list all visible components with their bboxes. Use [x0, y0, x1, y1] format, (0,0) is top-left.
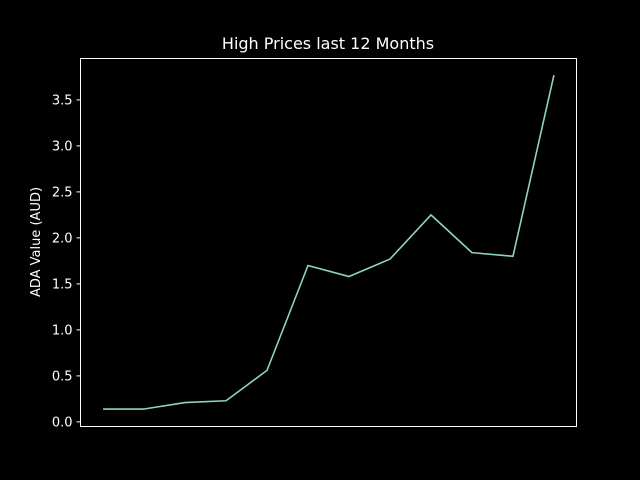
y-tick-label: 3.0	[52, 139, 73, 154]
y-tick-label: 2.0	[52, 231, 73, 246]
y-tick-label: 1.0	[52, 323, 73, 338]
y-tick-label: 2.5	[52, 185, 73, 200]
chart-title: High Prices last 12 Months	[222, 34, 434, 53]
series-line	[103, 74, 555, 410]
y-tick-label: 0.0	[52, 415, 73, 430]
y-tick-label: 3.5	[52, 93, 73, 108]
y-axis: 0.0 0.5 1.0 1.5 2.0 2.5 3.0 3.5	[52, 93, 81, 430]
plot-frame	[80, 58, 577, 427]
y-tick-label: 1.5	[52, 277, 73, 292]
plot-series	[103, 74, 555, 410]
y-axis-label: ADA Value (AUD)	[29, 187, 44, 297]
y-tick-label: 0.5	[52, 369, 73, 384]
